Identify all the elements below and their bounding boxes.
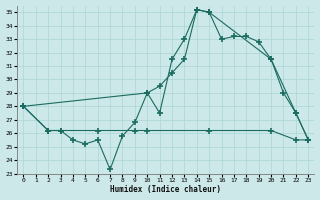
X-axis label: Humidex (Indice chaleur): Humidex (Indice chaleur) xyxy=(110,185,221,194)
